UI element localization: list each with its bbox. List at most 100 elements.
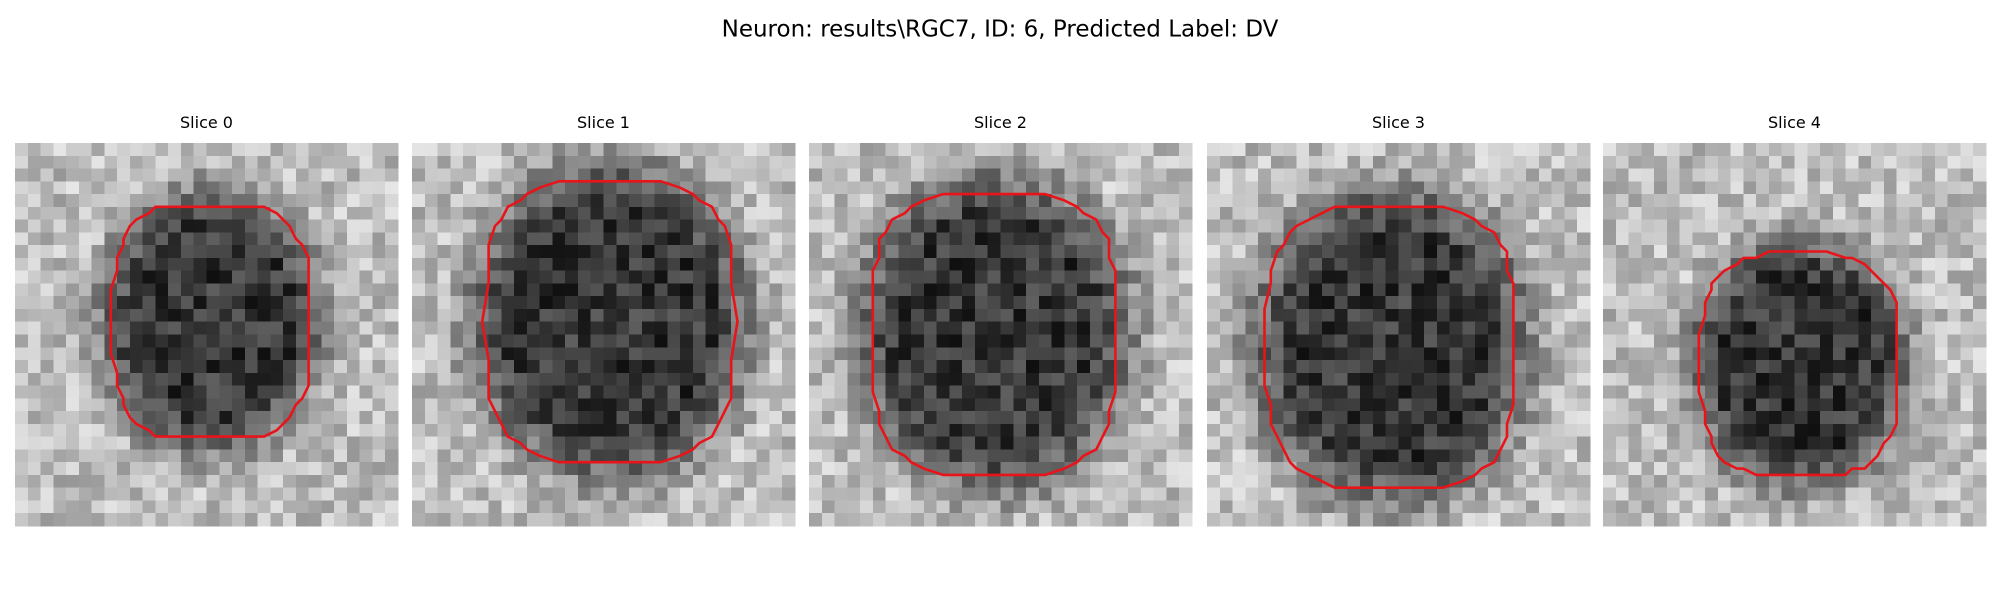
pixel <box>1077 385 1091 399</box>
pixel <box>1628 219 1642 233</box>
pixel <box>1077 257 1091 272</box>
pixel <box>847 257 861 272</box>
pixel <box>654 232 668 246</box>
pixel <box>782 500 796 514</box>
pixel <box>308 283 322 297</box>
pixel <box>1360 411 1374 425</box>
pixel <box>654 181 668 195</box>
pixel <box>66 411 80 425</box>
pixel <box>1947 283 1962 297</box>
pixel <box>1013 308 1027 323</box>
pixel <box>27 245 42 259</box>
pixel <box>1077 487 1091 502</box>
pixel <box>1296 194 1310 208</box>
pixel <box>1309 308 1323 323</box>
pixel <box>756 360 771 374</box>
pixel <box>539 385 554 399</box>
pixel <box>1641 487 1655 502</box>
pixel <box>1820 474 1834 489</box>
pixel <box>1077 219 1091 233</box>
pixel <box>1385 334 1400 348</box>
pixel <box>1883 462 1898 476</box>
pixel <box>1564 513 1578 527</box>
pixel <box>1743 360 1757 374</box>
pixel <box>206 474 220 489</box>
pixel <box>911 283 925 297</box>
pixel <box>603 411 617 425</box>
pixel <box>1166 206 1180 221</box>
pixel <box>283 372 297 387</box>
pixel <box>1730 449 1745 463</box>
pixel <box>1730 334 1745 348</box>
pixel <box>1960 194 1974 208</box>
pixel <box>1385 283 1400 297</box>
pixel <box>257 219 271 233</box>
pixel <box>603 487 617 502</box>
pixel <box>539 513 554 527</box>
pixel <box>1654 513 1668 527</box>
pixel <box>1922 168 1936 182</box>
pixel <box>180 143 195 157</box>
pixel <box>1551 308 1566 323</box>
pixel <box>1807 385 1821 399</box>
pixel <box>257 308 271 323</box>
pixel <box>539 283 554 297</box>
pixel <box>424 462 439 476</box>
pixel <box>219 296 233 310</box>
pixel <box>321 500 335 514</box>
pixel <box>1064 411 1078 425</box>
pixel <box>1026 296 1040 310</box>
pixel <box>1411 360 1425 374</box>
pixel <box>1883 143 1898 157</box>
pixel <box>987 474 1002 489</box>
pixel <box>1064 270 1078 285</box>
pixel <box>1140 436 1155 450</box>
pixel <box>1179 500 1193 514</box>
pixel <box>898 155 912 170</box>
pixel <box>641 462 656 476</box>
pixel <box>1577 245 1591 259</box>
pixel <box>834 360 848 374</box>
pixel <box>1513 500 1527 514</box>
pixel <box>718 385 732 399</box>
pixel <box>821 245 836 259</box>
pixel <box>577 500 592 514</box>
pixel <box>346 385 361 399</box>
pixel <box>718 423 732 438</box>
pixel <box>1321 270 1336 285</box>
pixel <box>66 385 80 399</box>
pixel <box>769 513 783 527</box>
pixel <box>295 155 310 170</box>
pixel <box>743 232 758 246</box>
pixel <box>78 385 93 399</box>
pixel <box>78 449 93 463</box>
pixel <box>860 398 874 412</box>
pixel <box>1858 360 1872 374</box>
pixel <box>219 168 233 182</box>
pixel <box>962 296 976 310</box>
pixel <box>603 168 617 182</box>
pixel <box>1051 321 1065 336</box>
pixel <box>1628 449 1642 463</box>
pixel <box>1077 321 1091 336</box>
pixel <box>731 168 745 182</box>
pixel <box>206 283 220 297</box>
pixel <box>718 143 732 157</box>
pixel <box>1551 436 1566 450</box>
pixel <box>40 385 54 399</box>
contour <box>480 180 739 464</box>
pixel <box>834 257 848 272</box>
pixel <box>1500 296 1514 310</box>
pixel <box>15 423 29 438</box>
pixel <box>1462 143 1476 157</box>
pixel <box>1858 500 1872 514</box>
pixel <box>1258 513 1272 527</box>
pixel <box>898 308 912 323</box>
pixel <box>1551 245 1566 259</box>
pixel <box>514 270 528 285</box>
pixel <box>117 372 131 387</box>
pixel <box>1845 245 1859 259</box>
pixel <box>821 181 836 195</box>
pixel <box>1411 270 1425 285</box>
pixel <box>1513 474 1527 489</box>
